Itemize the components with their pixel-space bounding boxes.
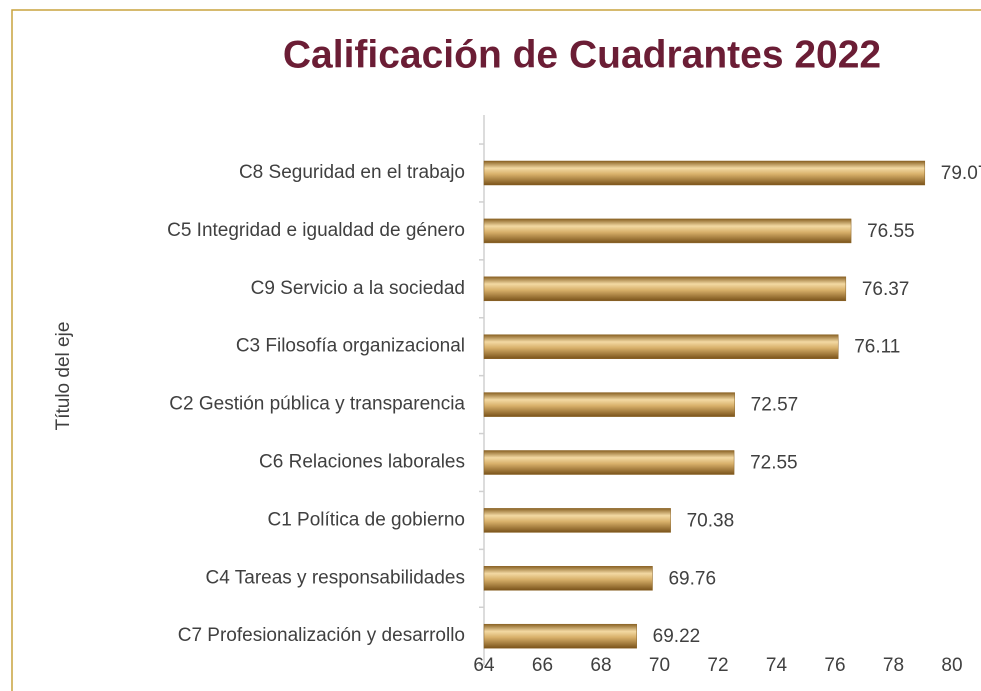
x-tick-label: 66 — [532, 655, 553, 676]
x-tick-label: 64 — [473, 655, 495, 676]
y-tick-label: C4 Tareas y responsabilidades — [206, 567, 465, 588]
bar — [483, 450, 735, 475]
bar — [483, 160, 926, 186]
y-tick-label: C2 Gestión pública y transparencia — [169, 394, 465, 415]
x-tick-label: 72 — [707, 655, 728, 676]
bar — [483, 392, 735, 417]
bar — [483, 508, 671, 533]
y-tick-label: C8 Seguridad en el trabajo — [239, 162, 465, 183]
y-axis-label: Título del eje — [53, 322, 74, 431]
value-label: 72.55 — [750, 453, 798, 474]
value-label: 79.07 — [941, 163, 981, 184]
y-tick-label: C5 Integridad e igualdad de género — [167, 220, 465, 241]
bar — [483, 623, 637, 649]
x-tick-label: 80 — [941, 655, 962, 676]
value-label: 69.76 — [668, 568, 716, 589]
y-tick-label: C3 Filosofía organizacional — [236, 336, 465, 357]
bar — [483, 218, 852, 244]
y-tick-label: C1 Política de gobierno — [267, 509, 465, 530]
y-tick-label: C9 Servicio a la sociedad — [251, 278, 465, 299]
frame — [11, 9, 981, 691]
value-label: 76.11 — [854, 337, 900, 358]
value-label: 76.37 — [862, 279, 910, 300]
value-label: 69.22 — [653, 626, 701, 647]
bar — [483, 334, 839, 359]
x-tick-label: 70 — [649, 655, 670, 676]
bar — [483, 276, 847, 302]
y-tick-label: C7 Profesionalización y desarrollo — [178, 625, 465, 646]
x-tick-label: 74 — [766, 655, 788, 676]
chart-title: Calificación de Cuadrantes 2022 — [283, 33, 881, 76]
bar — [483, 566, 653, 591]
x-tick-label: 68 — [590, 655, 611, 676]
value-label: 76.55 — [867, 221, 915, 242]
value-label: 72.57 — [751, 395, 799, 416]
value-label: 70.38 — [687, 510, 735, 531]
x-tick-label: 76 — [824, 655, 845, 676]
y-tick-label: C6 Relaciones laborales — [259, 452, 465, 473]
x-tick-label: 78 — [883, 655, 904, 676]
